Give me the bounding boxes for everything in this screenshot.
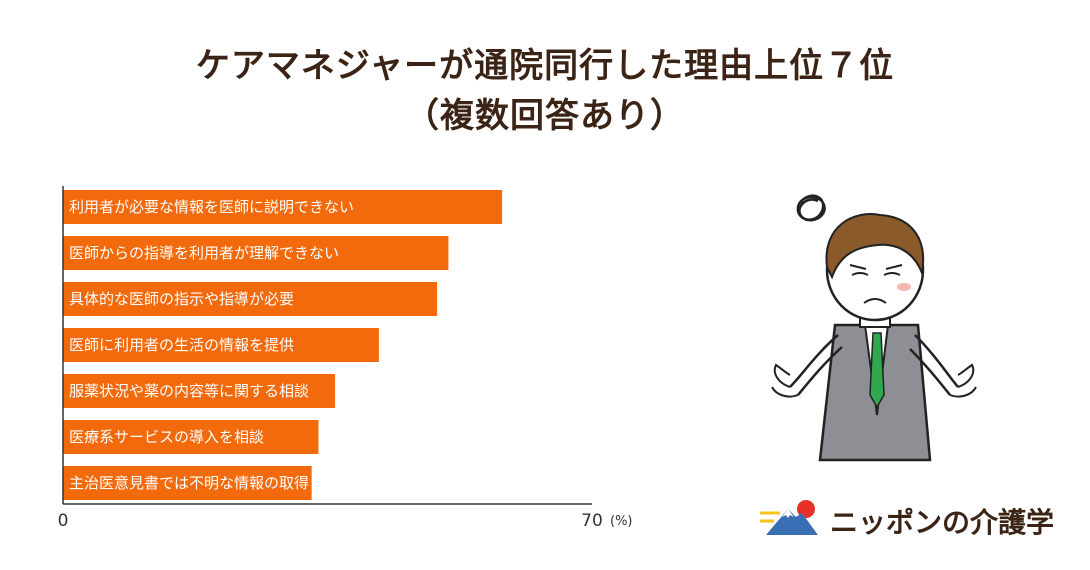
- bar: [63, 374, 336, 408]
- bar: [63, 466, 312, 500]
- bar-label: 具体的な医師の指示や指導が必要: [69, 290, 294, 308]
- mount-fuji-sun-icon: [760, 500, 818, 535]
- x-tick-label: 70: [581, 511, 603, 531]
- bar-label: 服薬状況や薬の内容等に関する相談: [69, 382, 309, 400]
- bar-chart: 利用者が必要な情報を医師に説明できない医師からの指導を利用者が理解できない具体的…: [58, 186, 633, 531]
- bar: [63, 420, 319, 454]
- chart-title-line2: （複数回答あり）: [405, 96, 685, 136]
- x-axis-unit-label: (%): [610, 514, 633, 529]
- bar-label: 利用者が必要な情報を医師に説明できない: [69, 198, 354, 216]
- bar-label: 主治医意見書では不明な情報の取得: [69, 474, 309, 492]
- bar-label: 医療系サービスの導入を相談: [69, 428, 264, 446]
- brand-logo-text: ニッポンの介護学: [830, 506, 1055, 539]
- bar: [63, 236, 449, 270]
- brand-logo: ニッポンの介護学: [760, 495, 1070, 545]
- bar: [63, 190, 503, 224]
- bar: [63, 282, 438, 316]
- confused-businessman-illustration: [771, 194, 977, 462]
- x-tick-label: 0: [58, 511, 69, 531]
- bar-label: 医師からの指導を利用者が理解できない: [69, 244, 339, 262]
- bar-label: 医師に利用者の生活の情報を提供: [69, 336, 294, 354]
- chart-title-line1: ケアマネジャーが通院同行した理由上位７位: [195, 46, 895, 86]
- bar: [63, 328, 379, 362]
